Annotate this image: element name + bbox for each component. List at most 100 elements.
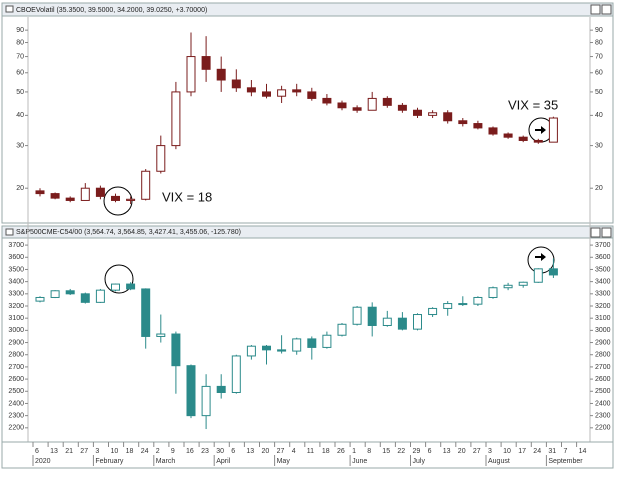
- annotation: VIX = 35: [508, 97, 558, 112]
- candle-body: [322, 97, 332, 104]
- candle-body: [307, 338, 317, 348]
- y-tick-label: 3000: [595, 327, 611, 334]
- x-tick-label: 3: [95, 448, 99, 455]
- y-tick-label: 3500: [595, 266, 611, 273]
- x-tick-label: 24: [141, 448, 149, 455]
- x-tick-label: 27: [473, 448, 481, 455]
- x-tick-label: 10: [111, 448, 119, 455]
- candle-body: [50, 290, 60, 298]
- candle-body: [141, 288, 151, 337]
- candle-body: [65, 290, 75, 295]
- candle-body: [246, 345, 256, 357]
- y-tick-label: 3200: [595, 303, 611, 310]
- y-tick-label: 20: [16, 185, 24, 192]
- maximize-button[interactable]: [590, 4, 601, 15]
- candle-body: [322, 334, 332, 348]
- candle-body: [292, 338, 302, 352]
- highlight-circle: [103, 186, 133, 216]
- x-tick-label: 13: [443, 448, 451, 455]
- y-tick-label: 2800: [595, 352, 611, 359]
- pane-frame: [1, 225, 614, 443]
- x-tick-label: 21: [65, 448, 73, 455]
- x-tick-label: 14: [579, 448, 587, 455]
- x-tick-label: 27: [277, 448, 285, 455]
- candle-body: [80, 187, 90, 201]
- close-button[interactable]: [601, 4, 612, 15]
- x-tick-label: 6: [35, 448, 39, 455]
- x-tick-label: 29: [413, 448, 421, 455]
- y-tick-label: 3700: [595, 242, 611, 249]
- y-tick-label: 2600: [8, 376, 24, 383]
- month-label: July: [413, 458, 426, 465]
- y-tick-label: 3300: [595, 291, 611, 298]
- candle-body: [126, 198, 136, 201]
- candle-body: [186, 365, 196, 417]
- x-tick-label: 26: [337, 448, 345, 455]
- month-label: June: [352, 458, 367, 465]
- y-tick-label: 3500: [8, 266, 24, 273]
- y-tick-label: 2700: [8, 364, 24, 371]
- y-tick-label: 70: [16, 53, 24, 60]
- y-tick-label: 2600: [595, 376, 611, 383]
- x-tick-label: 6: [231, 448, 235, 455]
- candle-body: [548, 117, 558, 143]
- candle-body: [277, 89, 287, 97]
- x-tick-label: 4: [292, 448, 296, 455]
- candle-body: [95, 187, 105, 197]
- x-tick-label: 20: [458, 448, 466, 455]
- close-button[interactable]: [601, 227, 612, 238]
- candle-body: [156, 333, 166, 337]
- month-label: March: [156, 458, 176, 465]
- y-tick-label: 20: [595, 185, 603, 192]
- y-tick-label: 2300: [8, 412, 24, 419]
- candle-body: [231, 79, 241, 89]
- candle-body: [95, 289, 105, 303]
- candle-body: [352, 107, 362, 111]
- highlight-circle: [104, 264, 134, 294]
- y-tick-label: 90: [595, 27, 603, 34]
- y-tick-label: 3000: [8, 327, 24, 334]
- x-tick-label: 9: [171, 448, 175, 455]
- x-tick-label: 3: [488, 448, 492, 455]
- y-tick-label: 60: [595, 70, 603, 77]
- x-tick-label: 30: [216, 448, 224, 455]
- candle-body: [126, 283, 136, 290]
- candle-body: [292, 89, 302, 93]
- y-tick-label: 80: [16, 39, 24, 46]
- candle-body: [367, 306, 377, 326]
- y-tick-label: 2700: [595, 364, 611, 371]
- y-tick-label: 2900: [8, 339, 24, 346]
- candle-body: [533, 139, 543, 143]
- candle-body: [50, 193, 60, 199]
- candle-body: [413, 109, 422, 116]
- y-tick-label: 3100: [8, 315, 24, 322]
- candle-body: [458, 120, 468, 125]
- x-tick-label: 7: [564, 448, 568, 455]
- y-tick-label: 2400: [595, 400, 611, 407]
- maximize-button[interactable]: [590, 227, 601, 238]
- y-tick-label: 70: [595, 53, 603, 60]
- month-label: February: [95, 458, 124, 465]
- candle-body: [443, 303, 453, 309]
- candle-body: [458, 303, 468, 306]
- candle-body: [277, 349, 287, 352]
- candle-body: [216, 385, 226, 393]
- pane-header: [1, 2, 614, 17]
- candle-body: [473, 296, 483, 305]
- candle-body: [382, 317, 392, 326]
- y-tick-label: 2500: [8, 388, 24, 395]
- candle-body: [65, 197, 75, 201]
- candle-body: [171, 91, 181, 147]
- x-tick-label: 27: [80, 448, 88, 455]
- pane-frame: [1, 2, 614, 224]
- y-tick-label: 2300: [595, 412, 611, 419]
- x-tick-label: 13: [246, 448, 254, 455]
- x-tick-label: 10: [503, 448, 511, 455]
- candle-body: [397, 104, 407, 111]
- y-tick-label: 3700: [8, 242, 24, 249]
- y-tick-label: 3100: [595, 315, 611, 322]
- candle-body: [413, 314, 422, 330]
- candle-body: [80, 293, 90, 303]
- candle-body: [503, 133, 513, 138]
- annotation: VIX = 18: [162, 189, 212, 204]
